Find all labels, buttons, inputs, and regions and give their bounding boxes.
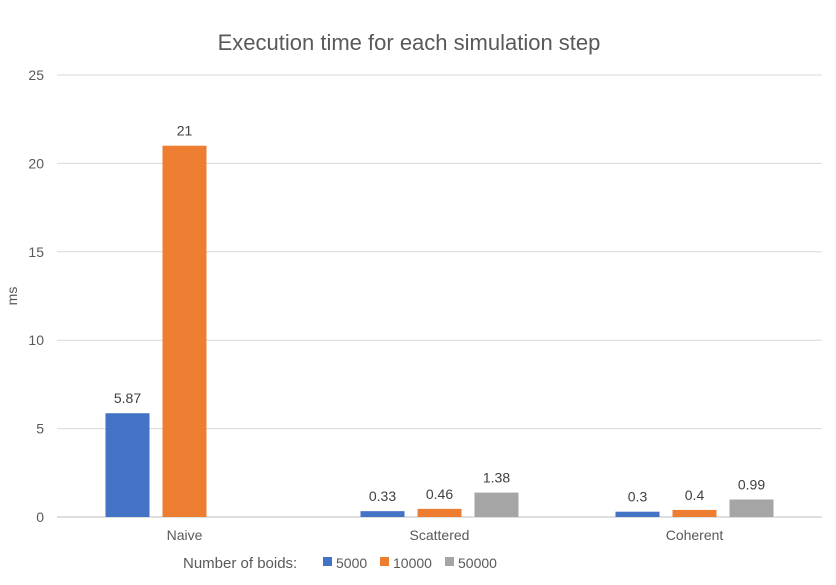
- bar-10000-coherent: [672, 509, 717, 517]
- y-tick-label: 15: [28, 244, 44, 260]
- bar-50000-coherent: [729, 499, 774, 517]
- legend-label: 10000: [393, 555, 432, 571]
- legend-label: 50000: [458, 555, 497, 571]
- y-tick-label: 20: [28, 155, 44, 171]
- bar-5000-naive: [105, 413, 150, 517]
- y-tick-label: 5: [36, 421, 44, 437]
- y-axis-ticks: 0 5 10 15 20 25: [28, 67, 44, 525]
- y-tick-label: 10: [28, 332, 44, 348]
- legend: Number of boids: 5000 10000 50000: [183, 555, 497, 572]
- bar-10000-scattered: [417, 508, 462, 517]
- legend-label: 5000: [336, 555, 367, 571]
- data-labels: 5.87 21 0.33 0.46 1.38 0.3 0.4 0.99: [114, 123, 765, 505]
- category-label: Coherent: [666, 527, 724, 543]
- category-labels: Naive Scattered Coherent: [167, 527, 724, 543]
- legend-swatch-50000: [445, 557, 454, 566]
- y-tick-label: 25: [28, 67, 44, 83]
- category-label: Naive: [167, 527, 203, 543]
- y-tick-label: 0: [36, 509, 44, 525]
- data-label: 5.87: [114, 390, 141, 406]
- data-label: 1.38: [483, 470, 510, 486]
- bar-5000-coherent: [615, 511, 660, 517]
- data-label: 0.4: [685, 487, 705, 503]
- data-label: 21: [177, 123, 193, 139]
- bars: [105, 145, 774, 517]
- data-label: 0.46: [426, 486, 453, 502]
- bar-10000-naive: [162, 145, 207, 517]
- y-axis-label: ms: [4, 287, 20, 306]
- legend-swatch-5000: [323, 557, 332, 566]
- legend-swatch-10000: [380, 557, 389, 566]
- legend-title: Number of boids:: [183, 555, 297, 572]
- data-label: 0.33: [369, 488, 396, 504]
- bar-5000-scattered: [360, 511, 405, 517]
- data-label: 0.3: [628, 489, 648, 505]
- data-label: 0.99: [738, 476, 765, 492]
- chart-title: Execution time for each simulation step: [218, 30, 601, 55]
- category-label: Scattered: [410, 527, 470, 543]
- bar-50000-scattered: [474, 492, 519, 517]
